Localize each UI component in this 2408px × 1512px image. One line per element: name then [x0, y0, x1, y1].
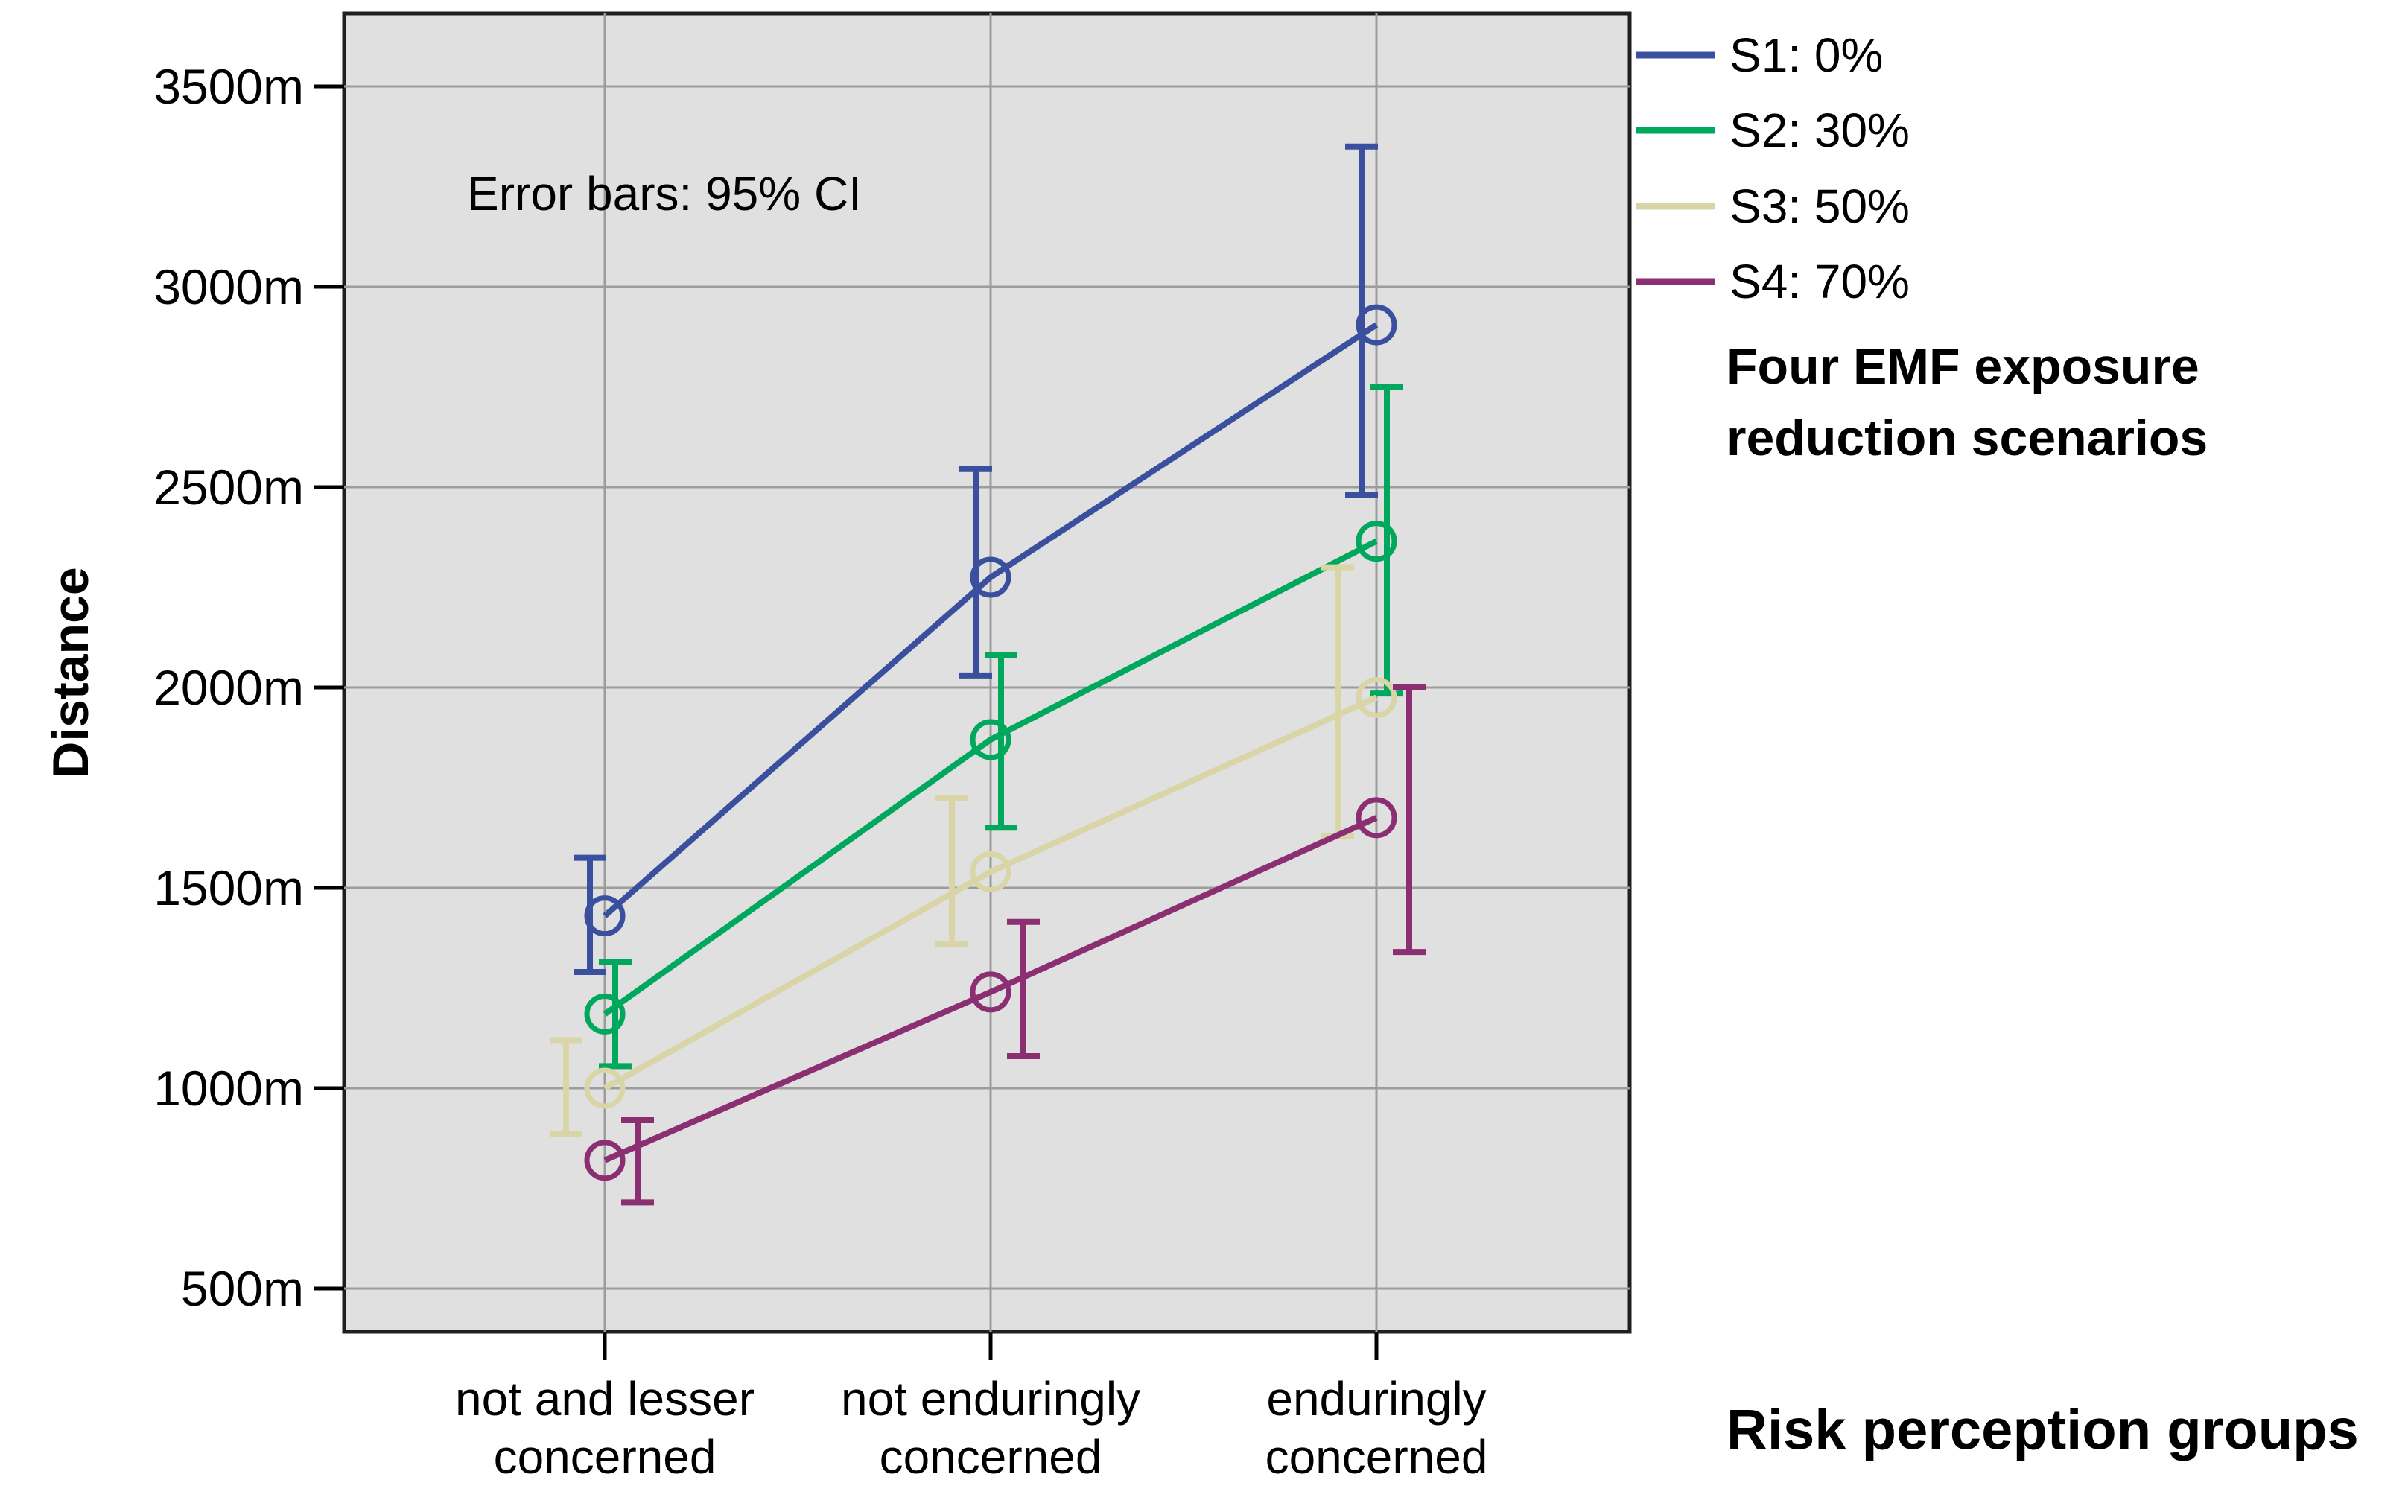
legend-label-s2: S2: 30% [1729, 104, 1910, 157]
series-group-s3 [550, 564, 1397, 1137]
data-point-marker [1356, 521, 1397, 562]
series-line [603, 694, 1378, 1091]
y-tick-label: 3000m [153, 259, 304, 314]
legend-label-s1: S1: 0% [1729, 28, 1883, 82]
legend-label-s4: S4: 70% [1729, 255, 1910, 308]
data-point-marker [970, 851, 1011, 892]
series-line [603, 322, 1379, 918]
series-line [603, 815, 1378, 1163]
y-tick-label: 1500m [153, 860, 304, 915]
data-point-marker [1356, 797, 1397, 839]
y-tick-label: 2500m [153, 460, 304, 515]
data-point-marker [970, 556, 1011, 598]
data-point-marker [1356, 676, 1397, 718]
data-point-marker [584, 1067, 626, 1109]
legend-title-line-1: Four EMF exposure [1726, 338, 2199, 395]
series-group-s4 [584, 684, 1426, 1206]
x-category-labels: not and lesser concerned not enduringly … [455, 1372, 1487, 1484]
legend: S1: 0% S2: 30% S3: 50% S4: 70% Four EMF … [1636, 28, 2208, 466]
data-point-marker [970, 719, 1011, 760]
legend-title-line-2: reduction scenarios [1726, 410, 2208, 466]
y-tick-label: 1000m [153, 1061, 304, 1116]
y-tick-label: 3500m [153, 59, 304, 114]
data-point-marker [970, 971, 1011, 1013]
x-category-label: not and lesser [455, 1372, 755, 1426]
error-bars-annotation: Error bars: 95% CI [467, 167, 862, 220]
y-tick-label: 500m [181, 1261, 304, 1316]
series-group-s2 [584, 384, 1403, 1070]
series-layer [550, 143, 1426, 1206]
data-point-marker [1356, 304, 1397, 346]
x-category-label: not enduringly [841, 1372, 1140, 1426]
x-category-label: enduringly [1266, 1372, 1486, 1426]
x-category-label: concerned [1265, 1430, 1488, 1484]
y-tick-marks [314, 84, 344, 1291]
y-axis-title: Distance [42, 567, 99, 778]
data-point-marker [584, 895, 626, 937]
y-tick-label: 2000m [153, 660, 304, 715]
series-group-s1 [574, 143, 1397, 975]
x-category-label: concerned [880, 1430, 1102, 1484]
x-axis-title: Risk perception groups [1726, 1399, 2359, 1462]
data-point-marker [584, 1140, 626, 1181]
x-tick-marks [603, 1333, 1379, 1360]
y-tick-labels: 3500m 3000m 2500m 2000m 1500m 1000m 500m [153, 59, 304, 1316]
data-point-marker [584, 993, 626, 1035]
legend-label-s3: S3: 50% [1729, 180, 1910, 233]
series-line [603, 539, 1378, 1017]
x-category-label: concerned [494, 1430, 717, 1484]
